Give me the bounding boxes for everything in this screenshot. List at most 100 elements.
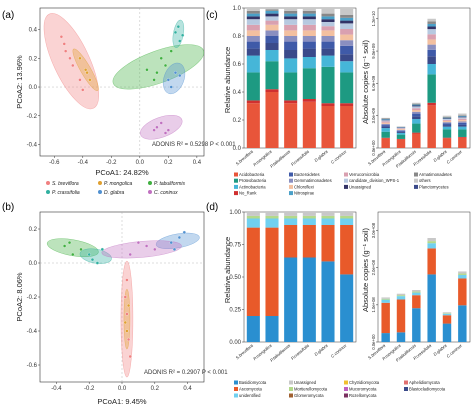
bar-segment [302, 257, 316, 342]
bar-segment [442, 129, 452, 138]
bar-segment [284, 50, 298, 59]
bar-segment [412, 295, 421, 309]
legend-label: S. breviflora [52, 181, 79, 187]
x-tick-label: 0.2 [164, 160, 173, 166]
legend-label: Verrucomicrobia [349, 172, 380, 177]
bar-segment [381, 119, 390, 120]
x-tick-label: C.coninux [445, 148, 463, 164]
bar-segment [246, 218, 260, 228]
bar-segment [302, 99, 316, 102]
bar-segment [265, 36, 279, 43]
bar-segment [381, 128, 390, 132]
data-point [59, 35, 64, 39]
data-point [71, 63, 75, 68]
plot-frame [243, 7, 357, 149]
bar-segment [427, 23, 436, 27]
bar-segment [381, 121, 390, 123]
legend-marker [46, 190, 50, 194]
bar-segment [321, 66, 335, 104]
bar-segment [381, 333, 390, 342]
bar-segment [340, 215, 354, 219]
data-point [125, 329, 129, 333]
bar-segment [396, 134, 406, 139]
bar-segment [442, 138, 452, 148]
y-tick-label: 3.0e+08 [371, 222, 376, 238]
data-point [169, 240, 173, 245]
bar-segment [427, 74, 436, 103]
ellipse-5 [140, 114, 183, 140]
x-tick-label: -0.2 [84, 386, 95, 392]
bar-segment [284, 30, 298, 36]
x-tick-label: -0.4 [51, 386, 62, 392]
bar-segment [396, 139, 406, 148]
bar-segment [427, 64, 436, 75]
y-tick-label: 1.0e+08 [371, 297, 376, 313]
legend-swatch [344, 178, 348, 183]
legend-label: Bacteroidetes [294, 172, 320, 177]
bar-segment [321, 48, 335, 56]
data-point [67, 240, 72, 245]
bar-segment [381, 126, 390, 129]
bar-segment [381, 137, 390, 139]
x-tick-label: -0.2 [106, 160, 117, 166]
x-tick-label: 0.2 [151, 386, 160, 392]
x-tick-label: 0.4 [193, 160, 202, 166]
legend-label: others [419, 178, 431, 183]
bar-segment [302, 36, 316, 42]
legend-swatch [289, 191, 293, 196]
bar-segment [442, 123, 452, 126]
data-point [62, 244, 67, 248]
bar-segment [442, 122, 452, 124]
bar-segment [265, 316, 279, 342]
bar-segment [381, 138, 390, 148]
bar-segment [284, 218, 298, 225]
y-tick-label: 0.0e+00 [371, 334, 376, 350]
legend-label: Basidiomycota [239, 380, 267, 385]
legend-label: unidentified [239, 393, 261, 398]
bar-segment [246, 30, 260, 36]
y-tick-label: 0.0e+00 [371, 140, 376, 156]
x-tick-label: -0.4 [78, 160, 89, 166]
bar-segment [412, 123, 421, 133]
bar-segment [427, 274, 436, 342]
data-point [95, 261, 100, 265]
bar-segment [246, 100, 260, 104]
bar-segment [340, 225, 354, 275]
bar-segment [265, 218, 279, 228]
y-tick-label: 0.2 [29, 227, 38, 233]
data-point [87, 252, 91, 257]
bar-segment [302, 48, 316, 57]
bar-segment [396, 131, 406, 133]
data-point [128, 252, 132, 257]
bar-segment [381, 120, 390, 122]
plot-frame [243, 211, 357, 343]
bar-segment [442, 137, 452, 139]
legend-swatch [234, 393, 238, 398]
bar-segment [321, 261, 335, 342]
y-tick-label: -0.6 [27, 363, 38, 369]
bar-segment [427, 243, 436, 249]
bar-segment [427, 34, 436, 40]
y-tick-label: 0.25 [229, 308, 241, 314]
bar-segment [265, 215, 279, 219]
data-point [166, 78, 170, 82]
legend-swatch [344, 184, 348, 189]
data-point [153, 247, 157, 252]
y-tick-label: 1.0 [233, 6, 242, 12]
data-point [88, 78, 92, 82]
legend-swatch [289, 184, 293, 189]
bar-segment [442, 117, 452, 119]
bar-segment [427, 18, 436, 22]
bar-segment [381, 131, 390, 138]
bar-segment [396, 127, 406, 129]
bar-segment [302, 10, 316, 14]
bar-segment [340, 23, 354, 29]
bar-segment [412, 116, 421, 120]
bar-segment [396, 130, 406, 132]
data-point [166, 128, 170, 132]
bar-segment [458, 129, 467, 137]
data-point [178, 73, 182, 78]
data-point [163, 63, 168, 68]
data-point [144, 244, 149, 248]
y-tick-label: 0.0 [29, 85, 38, 91]
